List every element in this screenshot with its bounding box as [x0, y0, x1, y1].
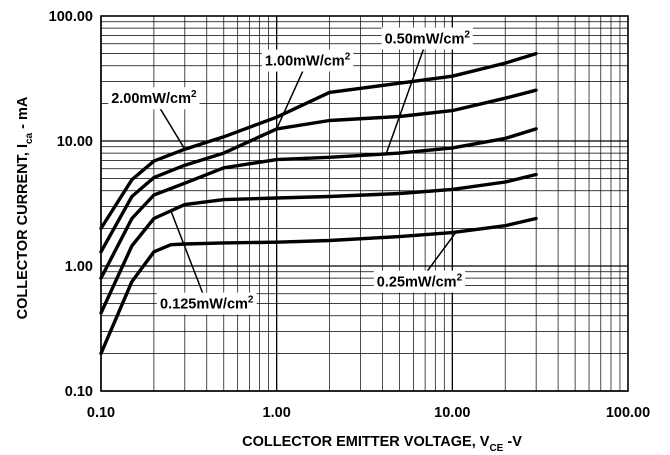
annotation-background [156, 292, 257, 315]
y-axis-label-subscript: ca [24, 132, 35, 144]
annotation-label: 0.25mW/cm2 [377, 273, 463, 291]
annotation-background [108, 87, 200, 110]
y-axis-label-unit: - mA [15, 96, 31, 133]
annotation-text: 0.125mW/cm [160, 297, 248, 313]
annotation-superscript: 2 [457, 273, 463, 284]
series-line-4 [99, 216, 538, 356]
x-tick-label: 1.00 [263, 405, 291, 421]
y-axis-label: COLLECTOR CURRENT, Ica - mA [15, 96, 35, 319]
x-tick-label: 10.00 [434, 405, 470, 421]
x-axis-label-unit: -V [503, 434, 522, 450]
x-tick-label: 100.00 [606, 405, 650, 421]
annotation-background [381, 27, 473, 50]
series-line-1 [99, 88, 538, 254]
series-line-2 [99, 127, 538, 280]
x-axis-label-subscript: CE [489, 443, 503, 454]
x-axis-label: COLLECTOR EMITTER VOLTAGE, VCE -V [242, 434, 522, 454]
series-line-0 [99, 51, 538, 231]
x-axis-label-main: COLLECTOR EMITTER VOLTAGE, V [242, 434, 490, 450]
annotation-text: 0.25mW/cm [377, 275, 457, 291]
y-tick-label: 0.10 [65, 384, 93, 400]
y-tick-label: 1.00 [65, 259, 93, 275]
annotations: 2.00mW/cm21.00mW/cm20.50mW/cm20.25mW/cm2… [108, 27, 473, 315]
annotation-label: 0.125mW/cm2 [160, 295, 254, 313]
annotation-background [373, 270, 466, 293]
x-tick-label: 0.10 [87, 405, 115, 421]
annotation-background [261, 49, 354, 72]
annotation-text: 2.00mW/cm [111, 91, 191, 107]
annotation-superscript: 2 [464, 30, 470, 41]
annotation-label: 1.00mW/cm2 [265, 52, 351, 70]
tick-labels: 0.10 1.00 10.00 100.00 0.10 1.00 10.00 100.00 [49, 9, 651, 421]
annotation-superscript: 2 [191, 89, 197, 100]
annotation-text: 0.50mW/cm [385, 32, 465, 48]
y-tick-label: 100.00 [49, 9, 93, 25]
plot-frame [100, 15, 629, 392]
annotation-leader [385, 38, 428, 155]
y-axis-label-main: COLLECTOR CURRENT, I [15, 144, 31, 319]
annotation-superscript: 2 [345, 52, 351, 63]
annotation-superscript: 2 [248, 295, 254, 306]
annotation-label: 2.00mW/cm2 [111, 89, 197, 107]
y-tick-label: 10.00 [57, 134, 93, 150]
annotation-label: 0.50mW/cm2 [385, 30, 471, 48]
grid [100, 15, 629, 392]
series-line-3 [99, 172, 538, 315]
annotation-text: 1.00mW/cm [265, 54, 345, 70]
annotation-leader [170, 210, 208, 304]
annotation-leader [275, 60, 309, 130]
